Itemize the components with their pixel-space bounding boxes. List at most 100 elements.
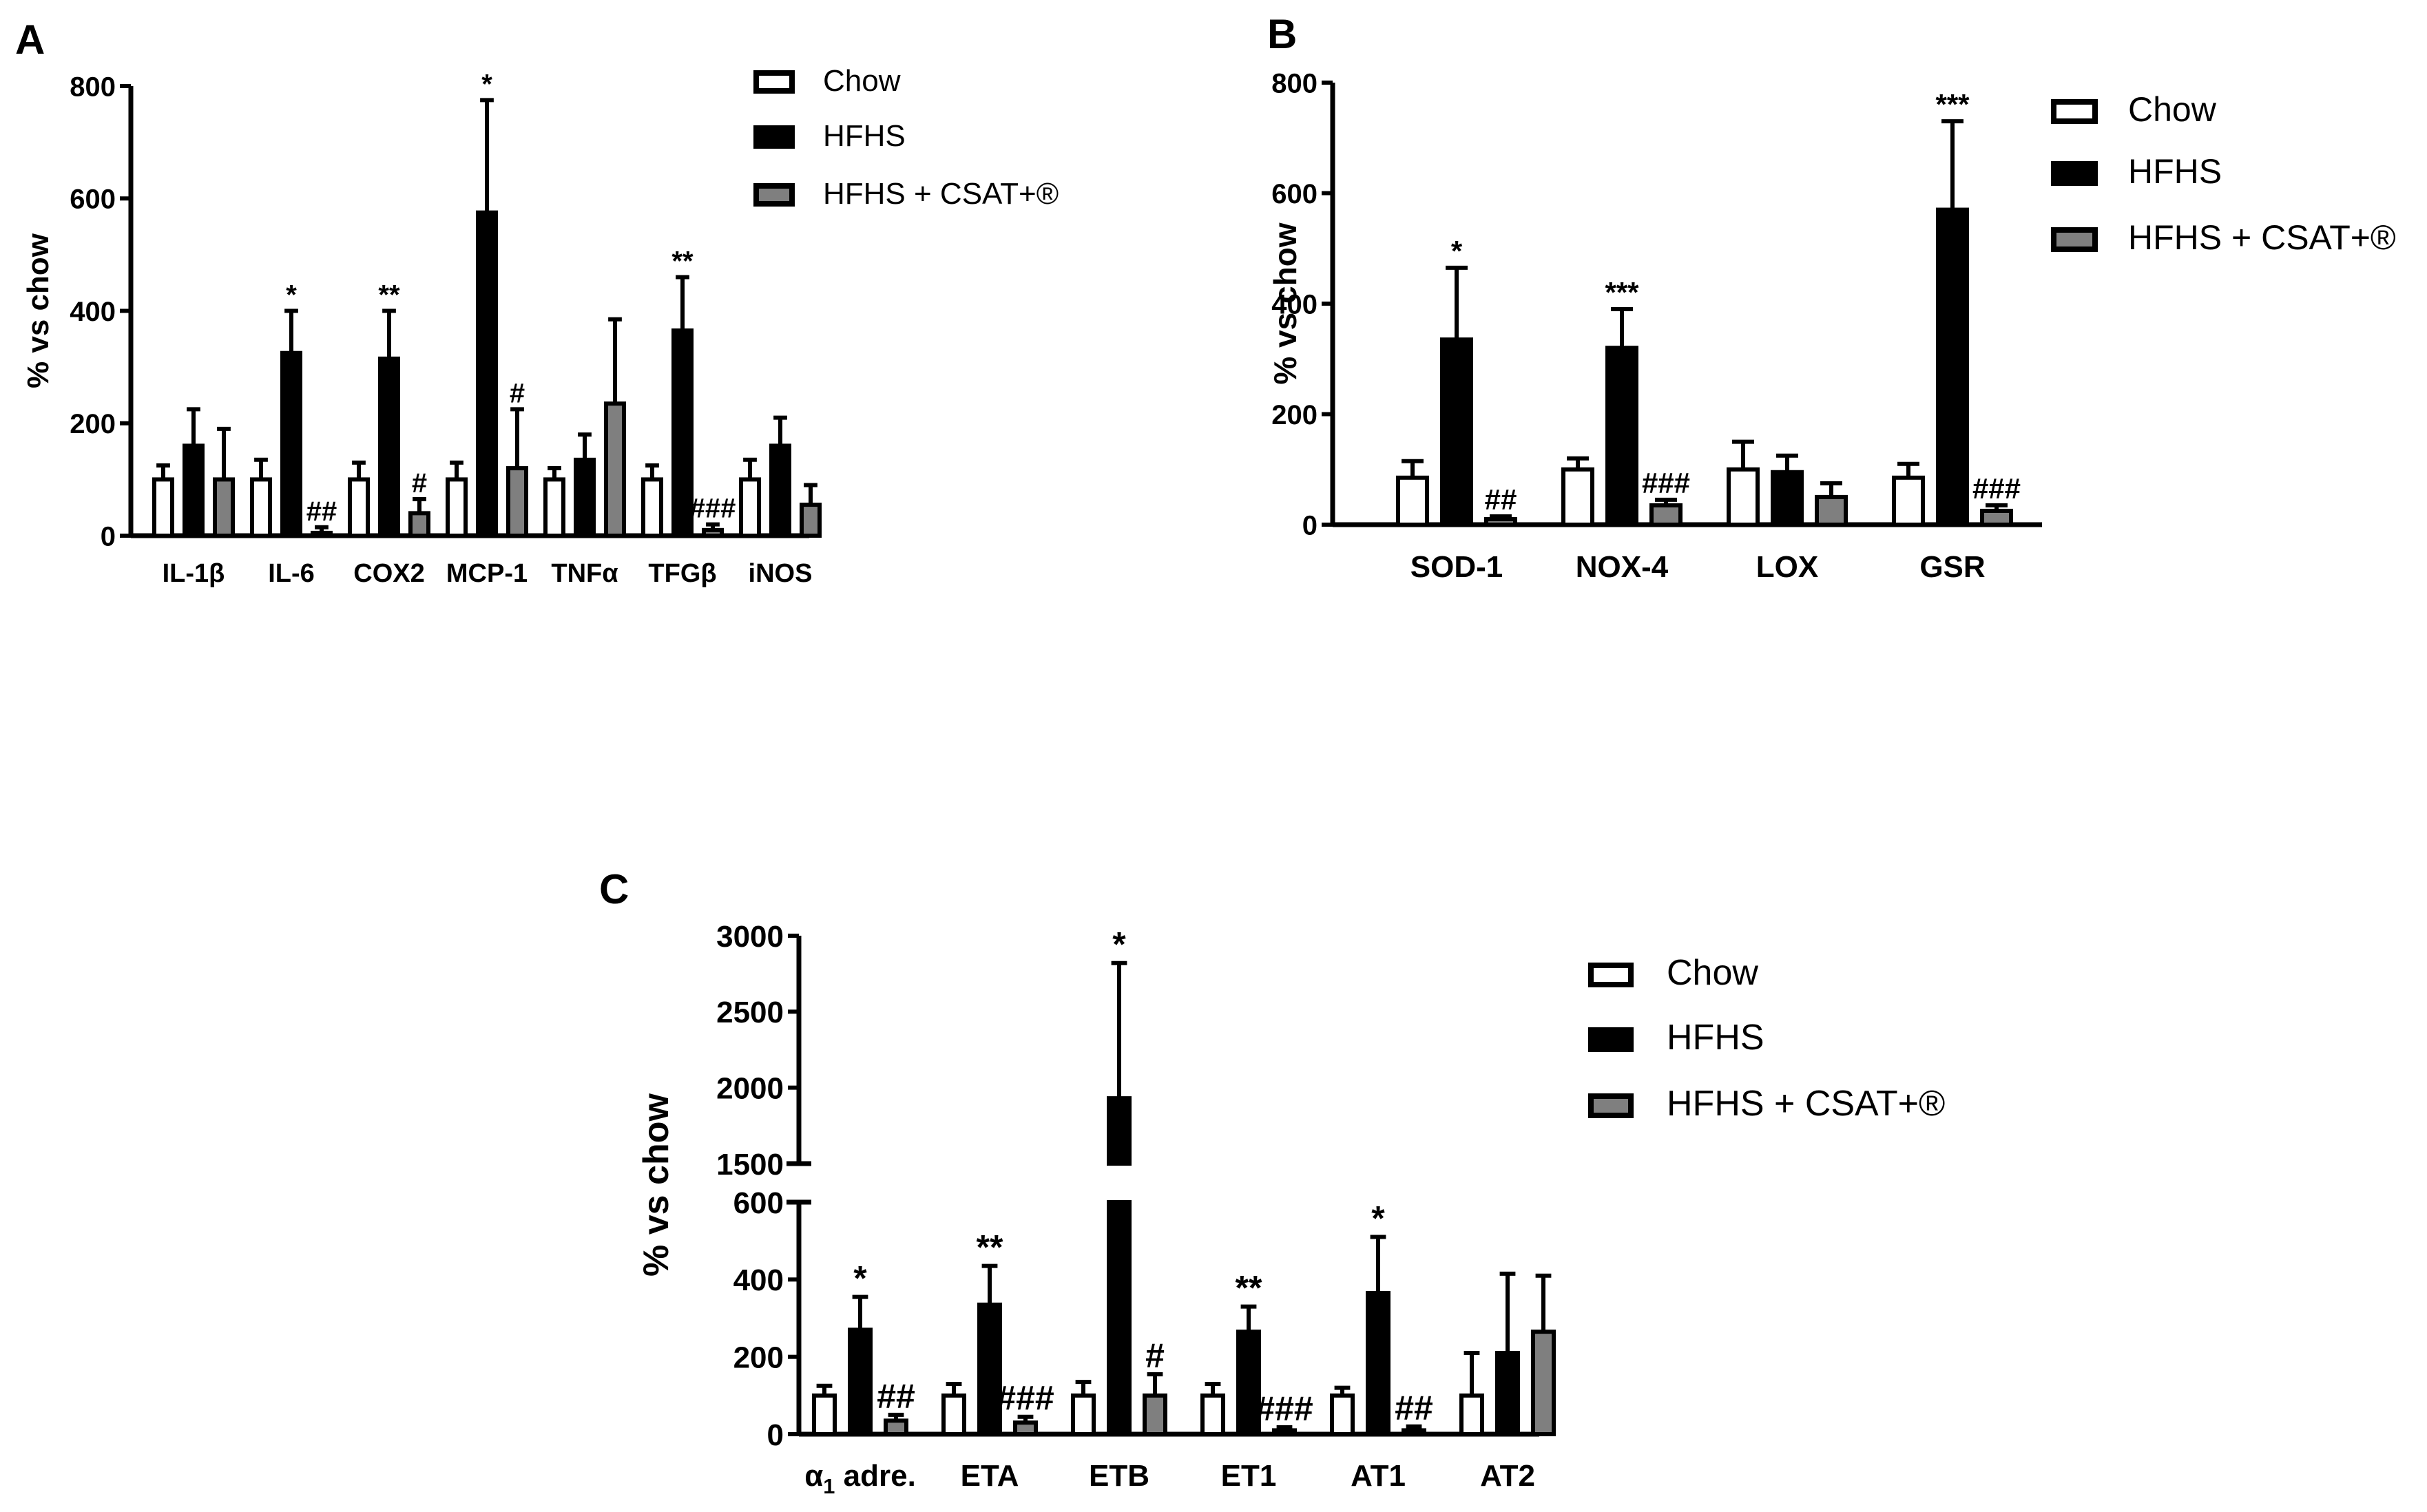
legend-label-chow: Chow <box>823 64 901 98</box>
bar-chow-tfg <box>641 477 663 538</box>
bar-hfhs-at1 <box>1366 1290 1390 1437</box>
significance-annotation: # <box>412 468 427 498</box>
bar-hfhs-il-6 <box>280 350 302 538</box>
bar-chow-sod-1 <box>1396 475 1429 527</box>
significance-annotation: ### <box>997 1379 1054 1418</box>
bar-chow-etb <box>1071 1393 1096 1437</box>
x-tick-label-1-adre: α1 adre. <box>804 1459 916 1498</box>
x-tick-label-tnf: TNFα <box>551 559 618 588</box>
y-tick-label: 200 <box>70 409 116 439</box>
x-tick-label-inos: iNOS <box>749 559 813 588</box>
y-axis: 0 200 400 600 1500 2000 2500 3000 <box>716 920 811 1452</box>
bar-chow-il-6 <box>250 477 272 538</box>
bar-hfhs-il-1 <box>183 443 205 538</box>
y-tick-label: 600 <box>733 1186 784 1220</box>
bar-hfhs-at2 <box>1495 1351 1520 1437</box>
y-axis: 0 200 400 600 800 <box>70 72 134 552</box>
x-tick-label-il-6: IL-6 <box>268 559 315 588</box>
significance-annotation: ## <box>877 1377 915 1416</box>
significance-annotation: * <box>481 69 492 99</box>
significance-annotation: *** <box>1605 276 1639 308</box>
bar-csat-inos <box>800 503 822 538</box>
significance-annotation: * <box>1451 235 1463 267</box>
bar-chow-1-adre <box>812 1393 837 1437</box>
bar-csat-il-1 <box>213 477 235 538</box>
bar-hfhs-nox-4 <box>1605 346 1638 527</box>
y-tick-label: 3000 <box>716 920 784 954</box>
legend-label-chow: Chow <box>1667 953 1758 993</box>
significance-annotation: * <box>853 1259 867 1298</box>
y-tick-label: 1500 <box>716 1148 784 1182</box>
y-tick-label: 0 <box>1302 510 1317 540</box>
significance-annotation: ** <box>1236 1269 1262 1308</box>
bar-csat-at1 <box>1402 1428 1426 1436</box>
bar-csat-etb <box>1143 1393 1167 1437</box>
bar-hfhs-mcp-1 <box>476 210 498 538</box>
significance-annotation: ** <box>977 1228 1003 1267</box>
legend-swatch-hfhs <box>2051 161 2098 186</box>
panel-c-chart: 0 200 400 600 1500 2000 2500 3000 % vs chow α1 ad… <box>636 920 1556 1498</box>
significance-annotation: * <box>1112 925 1126 964</box>
y-axis: 0 200 400 600 800 <box>1271 68 1335 540</box>
bar-chow-at2 <box>1459 1393 1484 1437</box>
legend-label-hfhs: HFHS <box>2128 152 2222 191</box>
bar-chow-at1 <box>1330 1393 1355 1437</box>
y-tick-label: 2000 <box>716 1072 784 1106</box>
bar-chow-cox2 <box>348 477 370 538</box>
bar-hfhs-lox <box>1771 470 1804 527</box>
bar-hfhs-etb-upper <box>1107 1096 1132 1166</box>
y-tick-label: 600 <box>70 185 116 215</box>
x-tick-label-etb: ETB <box>1089 1459 1149 1493</box>
legend-swatch-chow <box>2051 99 2098 124</box>
significance-annotation: ## <box>1485 483 1517 516</box>
x-tick-label-sod-1: SOD-1 <box>1410 550 1503 584</box>
x-tick-label-eta: ETA <box>961 1459 1019 1493</box>
x-tick-label-gsr: GSR <box>1919 550 1985 584</box>
legend-swatch-chow <box>1588 963 1634 987</box>
legend-panel-c: Chow HFHS HFHS + CSAT+® <box>1588 953 1945 1124</box>
x-tick-label-lox: LOX <box>1756 550 1818 584</box>
x-tick-label-mcp-1: MCP-1 <box>446 559 528 588</box>
bar-csat-cox2 <box>408 511 430 538</box>
panel-letter-b: B <box>1267 11 1297 57</box>
significance-annotation: ### <box>690 494 736 524</box>
legend-label-csat: HFHS + CSAT+® <box>823 177 1059 211</box>
bar-chow-eta <box>941 1393 966 1437</box>
bar-chow-et1 <box>1200 1393 1225 1437</box>
panel-a-chart: 0 200 400 600 800 % vs chow IL-1β IL-6 COX2 MCP-1… <box>21 69 822 588</box>
significance-annotation: *** <box>1935 88 1970 120</box>
bar-hfhs-et1 <box>1236 1330 1261 1436</box>
legend-swatch-csat <box>1588 1093 1634 1118</box>
x-tick-label-il-1: IL-1β <box>163 559 225 588</box>
legend-label-hfhs: HFHS <box>823 119 906 153</box>
bar-hfhs-gsr <box>1936 207 1969 527</box>
x-tick-label-nox-4: NOX-4 <box>1576 550 1669 584</box>
y-axis-label: % vs chow <box>636 1093 676 1277</box>
significance-annotation: * <box>1371 1199 1385 1238</box>
bar-chow-il-1 <box>152 477 174 538</box>
bar-hfhs-1-adre <box>848 1327 873 1436</box>
x-tick-label-at1: AT1 <box>1351 1459 1406 1493</box>
y-axis-label: % vs chow <box>1267 222 1303 384</box>
bar-csat-eta <box>1013 1420 1038 1436</box>
bar-chow-tnf <box>543 477 565 538</box>
y-tick-label: 800 <box>1271 68 1317 98</box>
bar-csat-tfg <box>702 527 724 538</box>
legend-label-csat: HFHS + CSAT+® <box>2128 218 2396 257</box>
y-tick-label: 0 <box>101 521 116 552</box>
bar-csat-nox-4 <box>1649 503 1683 527</box>
y-tick-label: 0 <box>767 1418 784 1452</box>
significance-annotation: ** <box>378 280 400 311</box>
legend-swatch-csat <box>753 183 795 207</box>
bar-chow-lox <box>1727 467 1760 527</box>
y-axis-label: % vs chow <box>21 233 55 388</box>
y-tick-label: 400 <box>1271 289 1317 319</box>
x-tick-label-cox2: COX2 <box>353 559 424 588</box>
bar-csat-et1 <box>1272 1428 1297 1436</box>
panel-letter-c: C <box>599 866 629 912</box>
y-tick-label: 600 <box>1271 179 1317 209</box>
legend-swatch-csat <box>2051 227 2098 252</box>
bar-hfhs-tfg <box>671 328 694 538</box>
bar-chow-gsr <box>1892 475 1925 527</box>
legend-panel-a: Chow HFHS HFHS + CSAT+® <box>753 64 1059 211</box>
